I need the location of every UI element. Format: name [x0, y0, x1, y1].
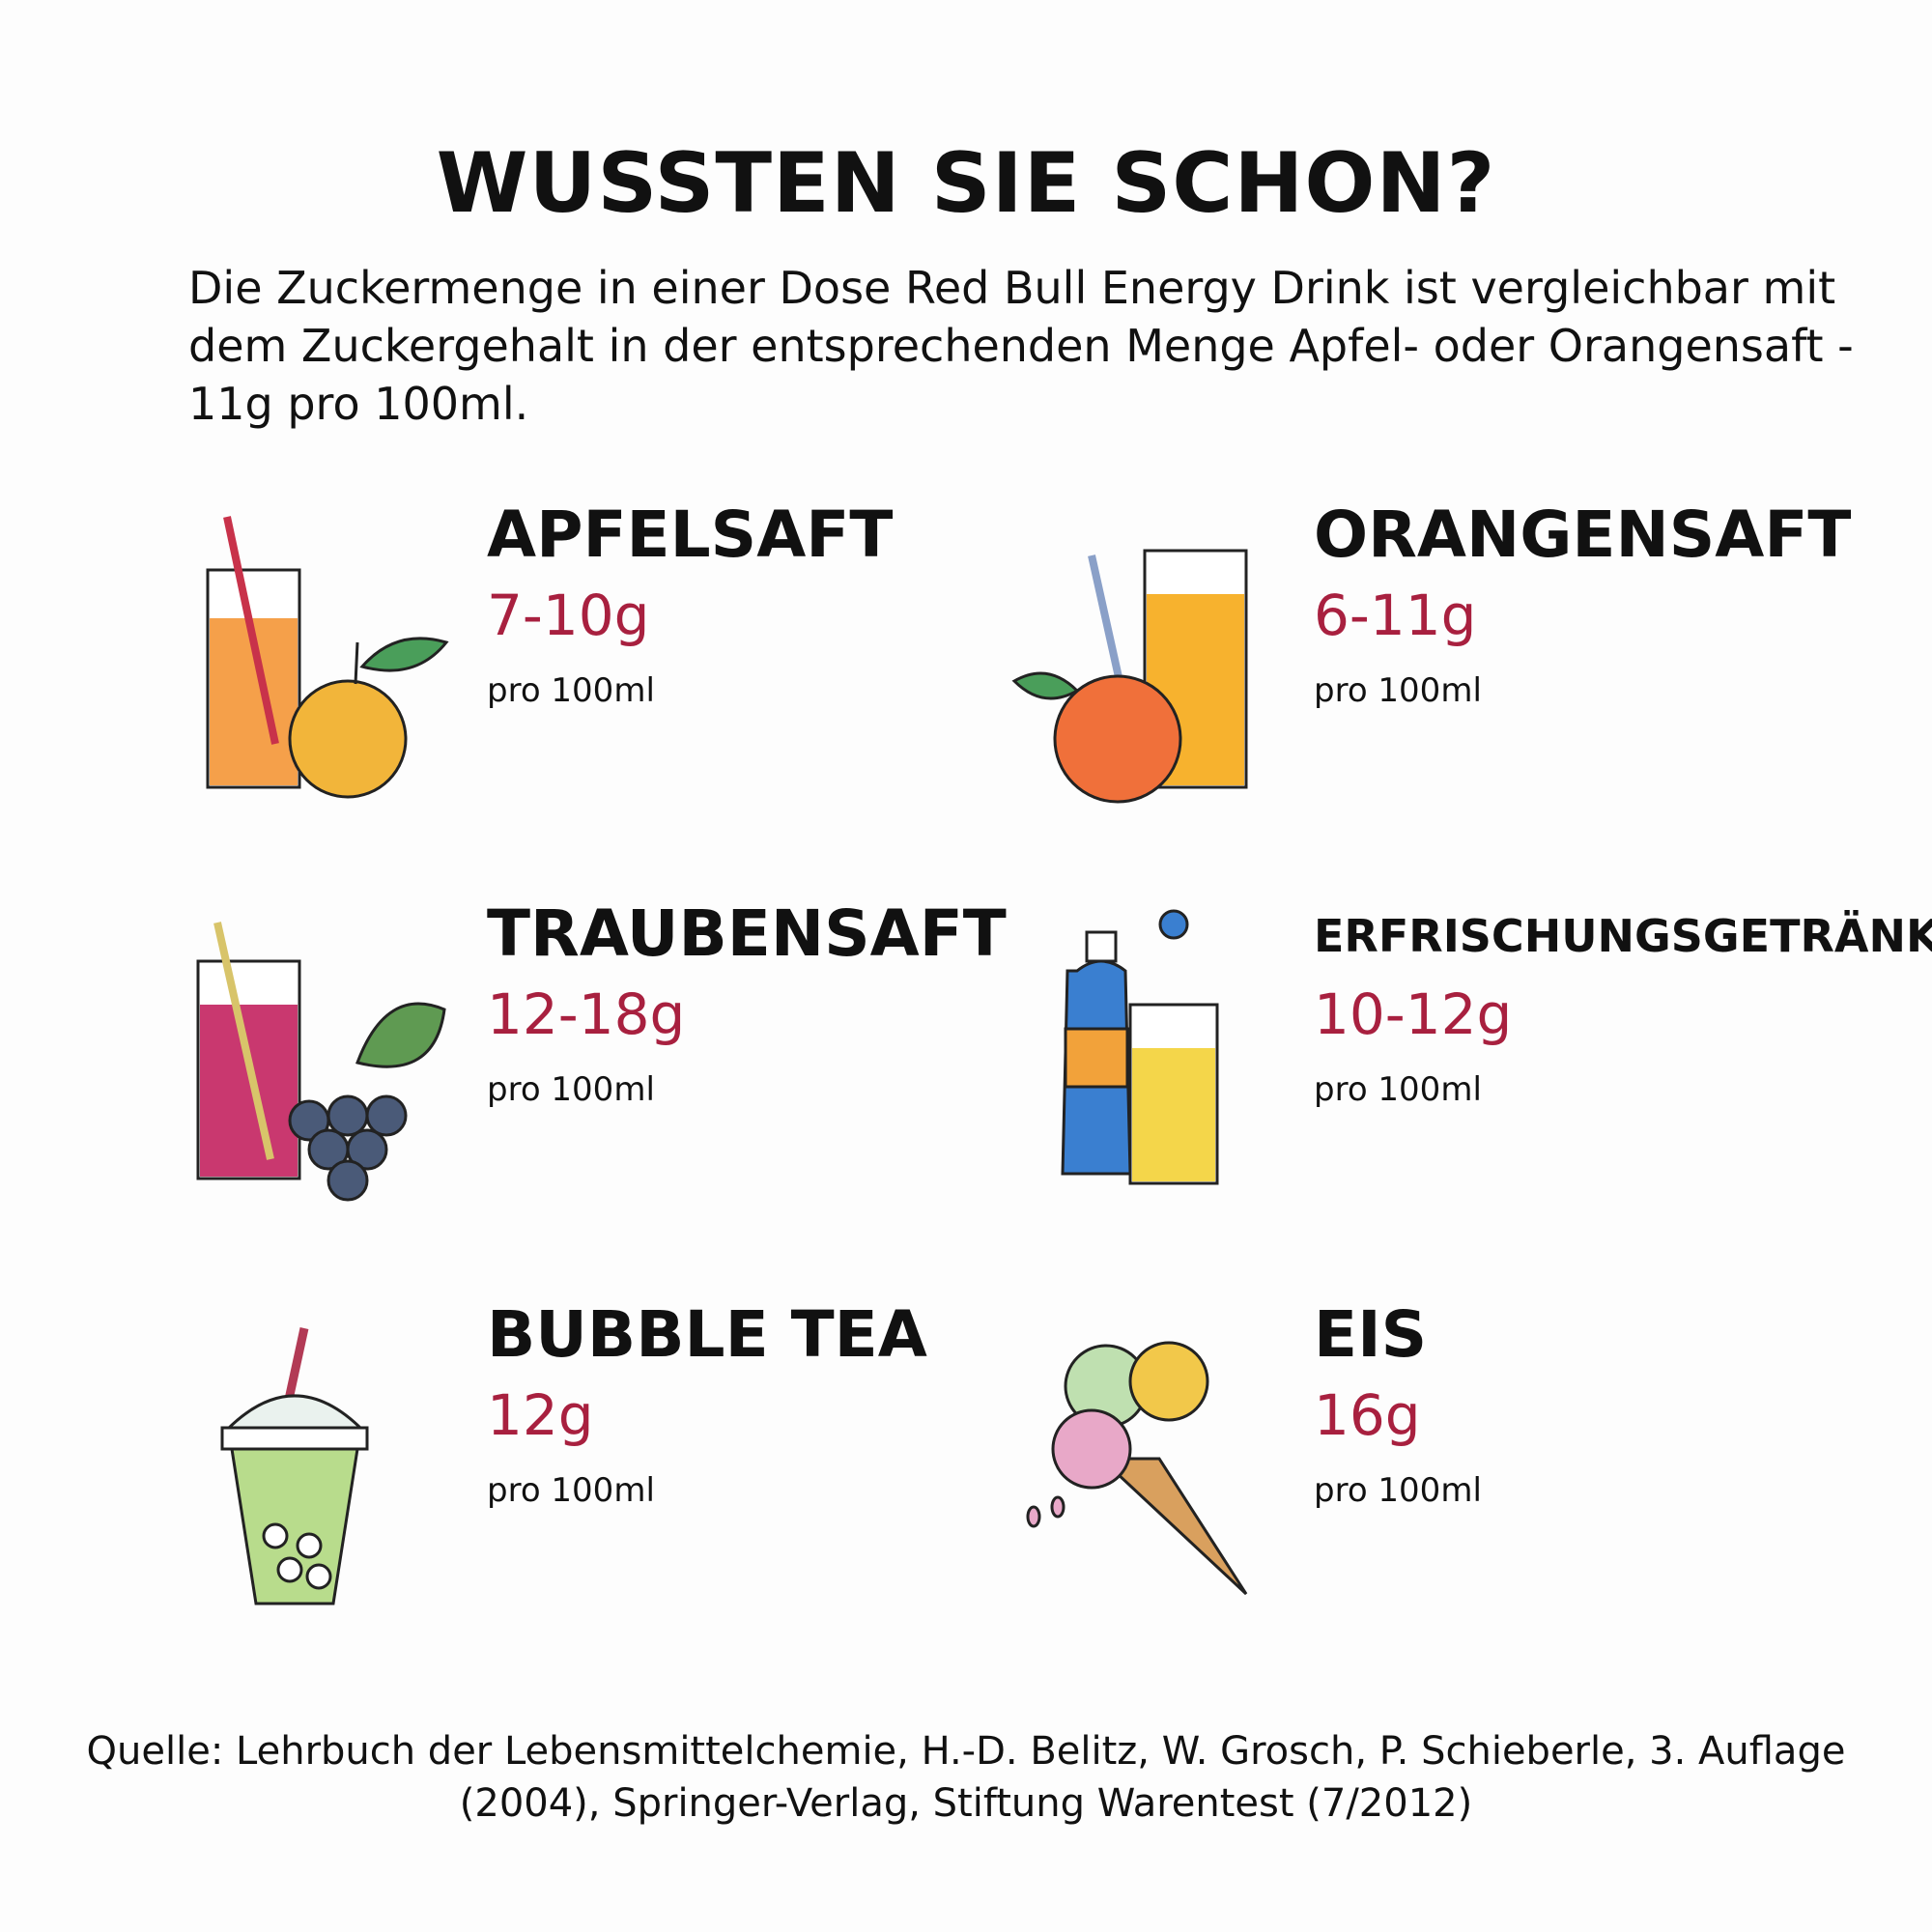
item-unit: pro 100ml [1314, 1471, 1482, 1510]
grape-juice-icon [196, 922, 446, 1202]
item-name: ORANGENSAFT [1314, 497, 1852, 572]
apple-juice-icon [206, 516, 449, 799]
item-name: ERFRISCHUNGSGETRÄNKE [1314, 910, 1932, 962]
bubble-tea-icon [220, 1327, 369, 1605]
item-amount: 7-10g [487, 582, 650, 648]
item-amount: 16g [1314, 1382, 1421, 1448]
orange-juice-icon [1011, 549, 1248, 804]
item-amount: 12g [487, 1382, 594, 1448]
item-name: EIS [1314, 1297, 1428, 1372]
item-unit: pro 100ml [487, 1471, 655, 1510]
item-name: BUBBLE TEA [487, 1297, 927, 1372]
item-name: APFELSAFT [487, 497, 894, 572]
item-amount: 12-18g [487, 981, 686, 1047]
ice-cream-icon [1026, 1341, 1248, 1596]
source: Quelle: Lehrbuch der Lebensmittelchemie,… [86, 1729, 1846, 1826]
soft-drink-icon [1061, 909, 1219, 1185]
item-amount: 6-11g [1314, 582, 1477, 648]
item-amount: 10-12g [1314, 981, 1513, 1047]
item-unit: pro 100ml [1314, 1070, 1482, 1109]
item-unit: pro 100ml [1314, 671, 1482, 710]
item-name: TRAUBENSAFT [487, 896, 1007, 971]
item-unit: pro 100ml [487, 1070, 655, 1109]
item-unit: pro 100ml [487, 671, 655, 710]
title: WUSSTEN SIE SCHON? [436, 135, 1496, 232]
intro-text: Die Zuckermenge in einer Dose Red Bull E… [188, 262, 1854, 430]
